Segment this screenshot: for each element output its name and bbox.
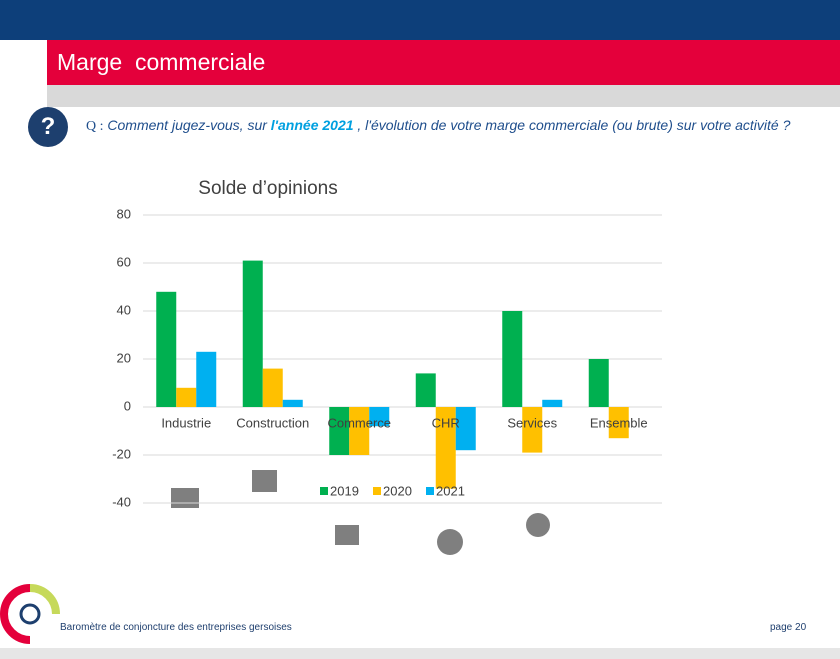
icon-chr <box>437 529 463 555</box>
logo-arc <box>29 584 60 615</box>
logo-arc <box>0 584 31 644</box>
bar <box>542 399 563 407</box>
y-tick-label: -40 <box>112 494 131 509</box>
question: Q : Comment jugez-vous, sur l'année 2021… <box>86 115 806 137</box>
x-tick-label: Commerce <box>327 415 391 430</box>
bar <box>369 407 390 427</box>
bar <box>455 407 476 451</box>
chart-title: Solde d’opinions <box>198 178 337 199</box>
bar <box>502 311 523 407</box>
bar <box>608 407 629 439</box>
sub-band <box>47 85 840 107</box>
bar <box>588 359 609 407</box>
y-tick-label: 60 <box>117 254 131 269</box>
top-band <box>0 0 840 40</box>
legend-label: 2021 <box>436 483 465 498</box>
x-tick-label: Services <box>507 415 557 430</box>
bar <box>176 387 197 407</box>
legend-label: 2019 <box>330 483 359 498</box>
icon-construction <box>252 470 277 492</box>
y-tick-label: 40 <box>117 302 131 317</box>
question-text: Comment jugez-vous, sur <box>107 117 267 133</box>
question-badge: ? <box>28 107 68 147</box>
bar <box>282 399 303 407</box>
page-number: page 20 <box>770 622 807 633</box>
logo <box>0 584 60 644</box>
question-text: , l'évolution de votre marge commerciale… <box>357 117 791 133</box>
bar <box>262 368 283 407</box>
legend-swatch <box>320 487 328 495</box>
slide-title: Marge commerciale <box>47 40 840 85</box>
bar <box>349 407 370 455</box>
icon-industry <box>171 488 199 508</box>
bar <box>329 407 350 455</box>
bar <box>242 260 263 407</box>
y-tick-label: 20 <box>117 350 131 365</box>
bar <box>522 407 543 453</box>
bottom-band <box>0 648 840 659</box>
question-highlight: l'année 2021 <box>270 117 354 133</box>
legend-swatch <box>426 487 434 495</box>
x-tick-label: Industrie <box>161 415 211 430</box>
icon-commerce <box>335 525 359 545</box>
bar <box>435 407 456 489</box>
legend-swatch <box>373 487 381 495</box>
icons <box>171 470 550 555</box>
y-tick-label: 80 <box>117 206 131 221</box>
y-tick-label: -20 <box>112 446 131 461</box>
x-tick-label: Ensemble <box>590 415 648 430</box>
bar <box>415 373 436 407</box>
question-prefix: Q : <box>86 119 104 134</box>
logo-ring <box>19 603 41 625</box>
x-tick-label: Construction <box>236 415 309 430</box>
icon-services <box>526 513 550 537</box>
x-tick-label: CHR <box>432 415 460 430</box>
footer-text: Baromètre de conjoncture des entreprises… <box>60 622 292 633</box>
bar <box>196 351 217 407</box>
bar <box>156 291 177 407</box>
y-tick-label: 0 <box>124 398 131 413</box>
legend-label: 2020 <box>383 483 412 498</box>
